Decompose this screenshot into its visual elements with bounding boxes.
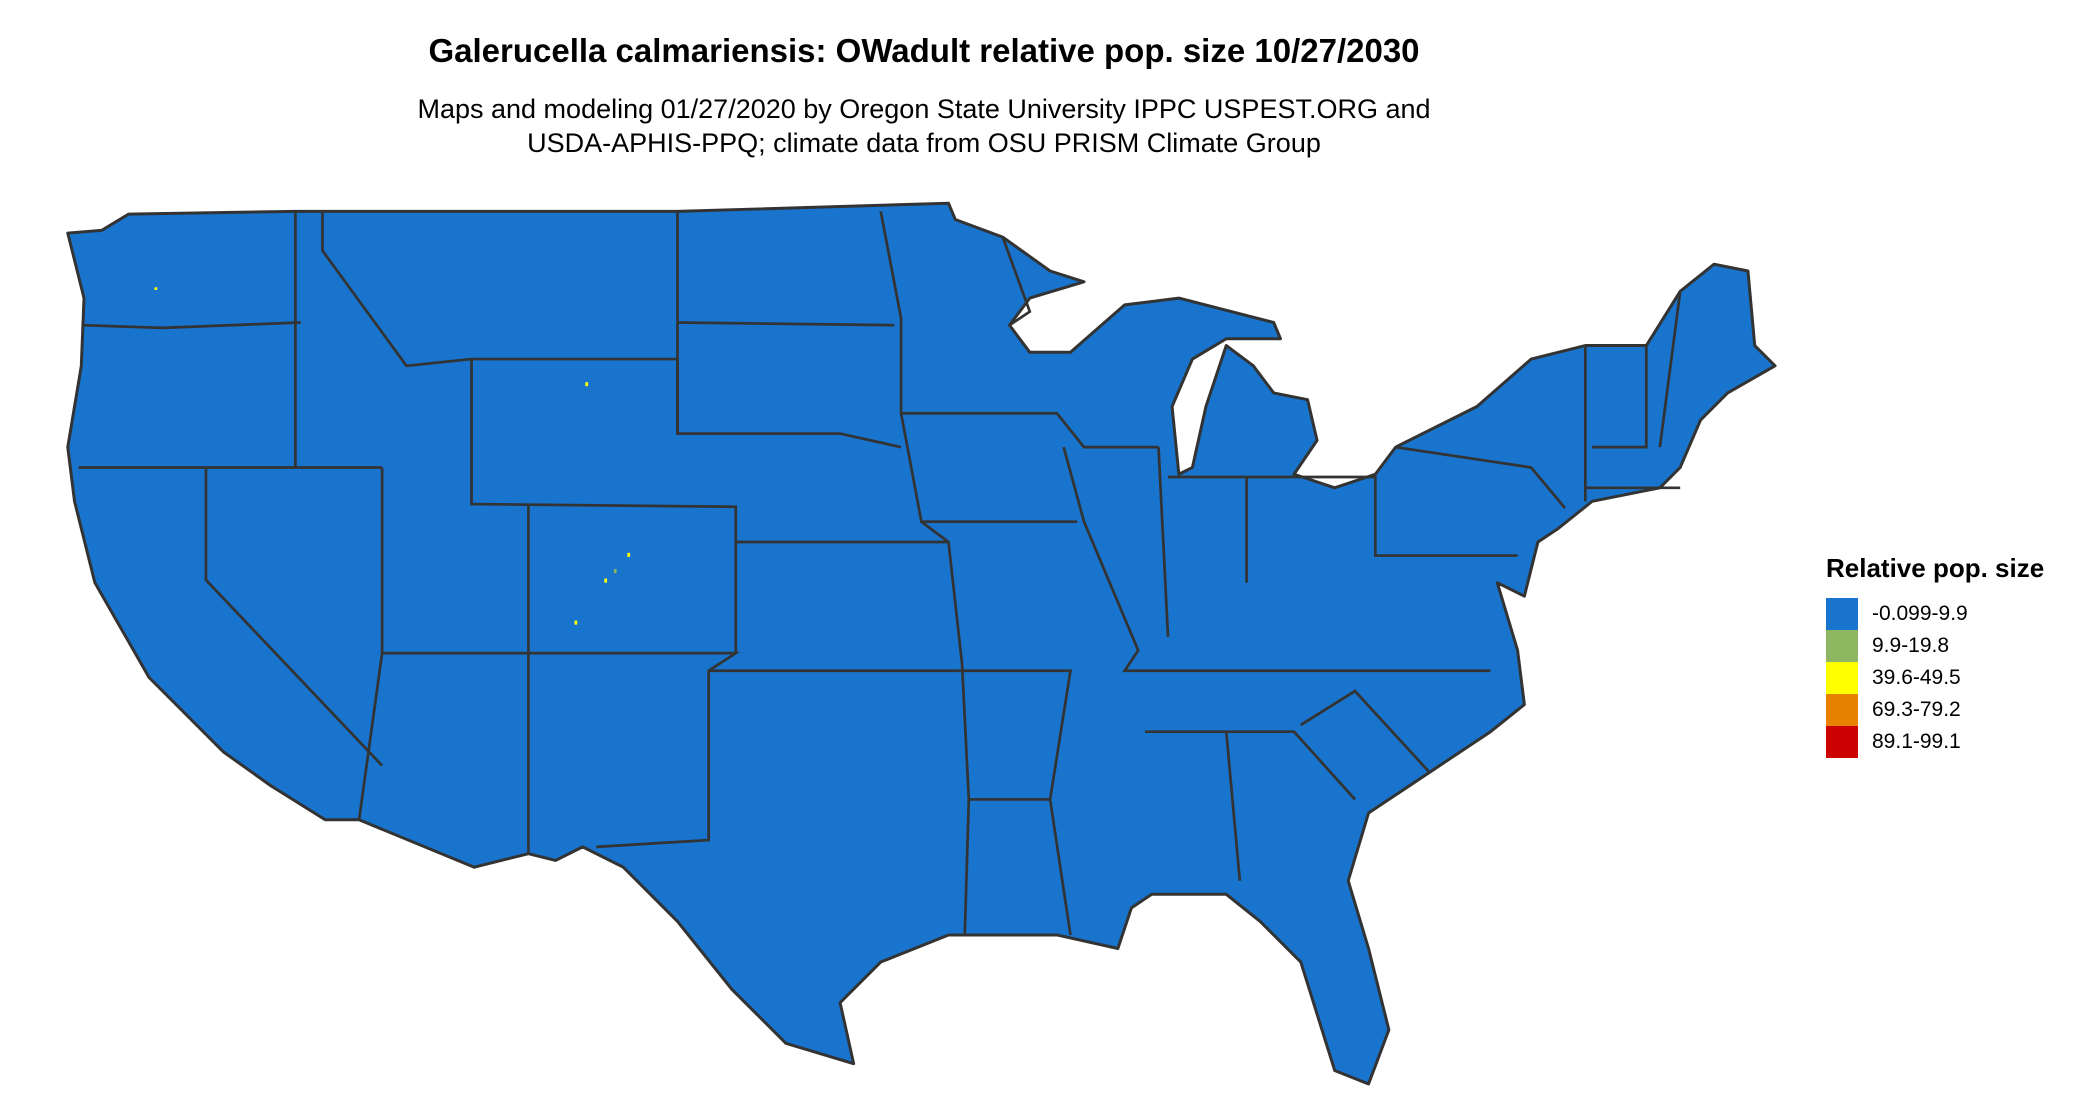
legend-label: 39.6-49.5 <box>1872 666 1961 689</box>
legend-item: 69.3-79.2 <box>1826 694 2044 726</box>
legend-item: -0.099-9.9 <box>1826 598 2044 630</box>
legend-swatch <box>1826 726 1858 758</box>
legend-title: Relative pop. size <box>1826 553 2045 583</box>
legend: Relative pop. size -0.099-9.9 9.9-19.8 39.… <box>1826 553 2044 758</box>
high-value-pixels <box>154 287 631 625</box>
legend-label: -0.099-9.9 <box>1872 602 1968 625</box>
legend-label: 69.3-79.2 <box>1872 698 1961 721</box>
legend-swatch <box>1826 598 1858 630</box>
map-title: Galerucella calmariensis: OWadult relati… <box>428 32 1420 69</box>
map-subtitle-line1: Maps and modeling 01/27/2020 by Oregon S… <box>417 94 1431 124</box>
us-outline <box>66 201 1777 1086</box>
legend-swatch <box>1826 694 1858 726</box>
legend-item: 89.1-99.1 <box>1826 726 2044 758</box>
legend-swatch <box>1826 630 1858 662</box>
legend-item: 39.6-49.5 <box>1826 662 2044 694</box>
legend-swatch <box>1826 662 1858 694</box>
map-subtitle-line2: USDA-APHIS-PPQ; climate data from OSU PR… <box>527 128 1321 158</box>
legend-label: 9.9-19.8 <box>1872 634 1950 657</box>
state-borders <box>78 211 1682 936</box>
legend-item: 9.9-19.8 <box>1826 630 2044 662</box>
legend-label: 89.1-99.1 <box>1872 730 1961 753</box>
